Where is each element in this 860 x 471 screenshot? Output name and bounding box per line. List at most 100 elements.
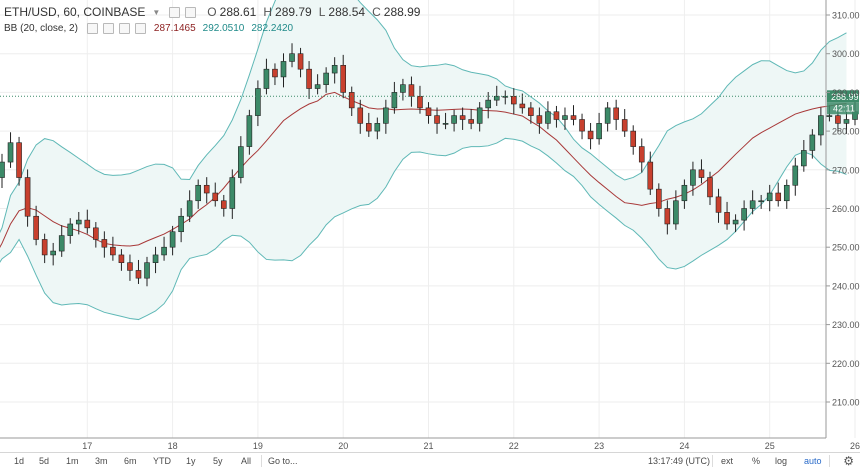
last-price-badge[interactable] bbox=[827, 90, 859, 103]
candlestick bbox=[519, 93, 526, 114]
percent-scale-button[interactable]: % bbox=[752, 456, 761, 466]
candle-body bbox=[50, 250, 56, 256]
candle-body bbox=[630, 130, 637, 147]
candlestick bbox=[528, 102, 534, 124]
countdown-value: 42:11 bbox=[833, 103, 855, 113]
utc-clock[interactable]: 13:17:49 (UTC) bbox=[648, 456, 711, 466]
range-button-5d[interactable]: 5d bbox=[39, 456, 50, 466]
y-tick-label: 220.00 bbox=[832, 359, 860, 369]
candlestick bbox=[135, 259, 142, 284]
candle-body bbox=[24, 177, 31, 217]
candlestick bbox=[212, 182, 219, 207]
symbol-menu-caret-icon[interactable]: ▼ bbox=[152, 7, 161, 17]
candlestick bbox=[84, 209, 91, 234]
candlestick bbox=[161, 236, 167, 261]
candle-body bbox=[749, 200, 756, 209]
candlestick bbox=[16, 136, 22, 186]
range-button-1y[interactable]: 1y bbox=[186, 456, 196, 466]
settings-toggle-icon[interactable] bbox=[185, 6, 197, 18]
candlestick bbox=[673, 190, 679, 230]
indicator-lower-value: 282.2420 bbox=[251, 23, 294, 34]
candle-body bbox=[280, 61, 287, 78]
candlestick bbox=[152, 246, 159, 274]
candle-body bbox=[536, 115, 543, 124]
candle-body bbox=[331, 65, 338, 74]
candlestick bbox=[775, 182, 782, 207]
candlestick bbox=[801, 140, 807, 172]
candle-body bbox=[0, 161, 5, 178]
candle-body bbox=[673, 200, 679, 225]
candlestick bbox=[41, 233, 48, 264]
log-scale-button[interactable]: log bbox=[775, 456, 788, 466]
candle-body bbox=[127, 262, 133, 271]
candle-body bbox=[391, 92, 398, 109]
gear-icon[interactable]: ⚙ bbox=[843, 454, 854, 468]
candle-body bbox=[195, 184, 201, 202]
range-button-ytd[interactable]: YTD bbox=[153, 456, 171, 466]
candlestick bbox=[442, 112, 449, 130]
candle-body bbox=[135, 270, 142, 279]
extended-hours-button[interactable]: ext bbox=[721, 456, 734, 466]
candle-body bbox=[724, 212, 730, 225]
candlestick bbox=[383, 99, 389, 134]
candlestick bbox=[783, 179, 790, 209]
range-button-1m[interactable]: 1m bbox=[66, 456, 79, 466]
candle-body bbox=[67, 223, 74, 236]
candlestick bbox=[579, 113, 585, 140]
candlestick bbox=[698, 159, 705, 184]
indicator-settings-icon[interactable] bbox=[102, 23, 114, 34]
indicator-legend: BB (20, close, 2) 287.1465 292.0510 282.… bbox=[4, 23, 293, 34]
indicator-name[interactable]: BB (20, close, 2) bbox=[4, 23, 78, 34]
indicator-more-icon[interactable] bbox=[134, 23, 146, 34]
goto-date-button[interactable]: Go to... bbox=[268, 456, 298, 466]
candlestick bbox=[656, 183, 662, 217]
candlestick bbox=[118, 249, 125, 271]
price-axis[interactable]: 310.00 300.00 290.00 280.00 270.00 260.00 250.… bbox=[825, 0, 860, 438]
candlestick bbox=[272, 63, 278, 86]
candle-body bbox=[545, 111, 551, 124]
candle-body bbox=[16, 142, 22, 178]
x-tick-label: 26 bbox=[850, 441, 860, 451]
candlestick bbox=[690, 161, 696, 196]
indicator-basis-value: 287.1465 bbox=[153, 23, 196, 34]
candle-body bbox=[758, 200, 764, 203]
candle-body bbox=[621, 119, 628, 132]
range-button-all[interactable]: All bbox=[241, 456, 252, 466]
x-tick-label: 18 bbox=[168, 441, 178, 451]
candlestick bbox=[323, 67, 329, 93]
candlestick bbox=[553, 105, 560, 128]
candlestick bbox=[732, 214, 739, 233]
time-axis[interactable]: 171819202122232425262718 bbox=[0, 437, 860, 451]
candle-body bbox=[553, 111, 560, 120]
indicator-visibility-icon[interactable] bbox=[86, 23, 98, 34]
candle-body bbox=[485, 99, 492, 109]
candlestick bbox=[203, 177, 210, 204]
candlestick bbox=[741, 200, 747, 231]
toolbar-divider bbox=[261, 455, 262, 467]
symbol-title[interactable]: ETH/USD, 60, COINBASE bbox=[4, 5, 146, 19]
range-button-1d[interactable]: 1d bbox=[14, 456, 25, 466]
candle-body bbox=[681, 184, 688, 202]
candle-body bbox=[835, 115, 841, 124]
candlestick bbox=[50, 242, 56, 266]
candle-body bbox=[579, 119, 585, 132]
indicator-remove-icon[interactable] bbox=[118, 23, 130, 34]
candle-body bbox=[93, 227, 99, 240]
candlestick bbox=[545, 101, 551, 130]
range-button-6m[interactable]: 6m bbox=[124, 456, 137, 466]
y-tick-label: 240.00 bbox=[832, 281, 860, 291]
candle-body bbox=[528, 107, 534, 116]
candlestick bbox=[75, 211, 82, 235]
visibility-toggle-icon[interactable] bbox=[169, 6, 181, 18]
candlestick bbox=[33, 205, 39, 246]
candle-body bbox=[289, 53, 295, 62]
candle-body bbox=[33, 215, 39, 240]
range-button-5y[interactable]: 5y bbox=[213, 456, 223, 466]
range-button-3m[interactable]: 3m bbox=[95, 456, 108, 466]
auto-scale-button[interactable]: auto bbox=[804, 456, 822, 466]
candlestick bbox=[596, 112, 602, 145]
candlestick bbox=[357, 99, 364, 134]
candle-body bbox=[75, 219, 82, 225]
candlestick bbox=[178, 208, 184, 243]
